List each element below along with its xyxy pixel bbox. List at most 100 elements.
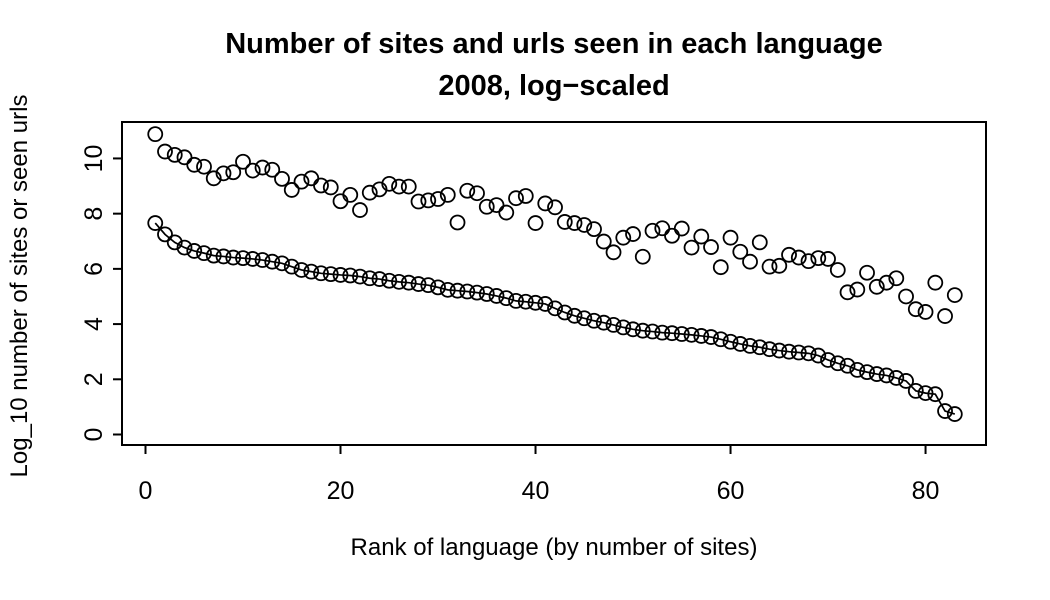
data-point-sites — [459, 283, 476, 300]
data-point-sites — [898, 373, 914, 389]
data-point-urls-seen — [381, 175, 398, 192]
data-point-urls-seen — [722, 229, 739, 246]
data-point-sites — [712, 331, 729, 348]
series-line-sites — [154, 222, 956, 415]
data-point-sites — [303, 263, 320, 280]
data-point-urls-seen — [566, 215, 583, 231]
data-point-urls-seen — [313, 177, 329, 194]
data-point-sites — [283, 258, 300, 275]
data-point-urls-seen — [361, 184, 378, 201]
data-point-urls-seen — [654, 220, 671, 237]
data-point-urls-seen — [215, 165, 232, 182]
data-point-sites — [781, 343, 797, 360]
data-point-urls-seen — [839, 284, 856, 301]
y-tick-label: 4 — [80, 317, 108, 331]
data-point-sites — [556, 304, 573, 321]
data-point-sites — [400, 274, 417, 291]
data-point-sites — [693, 328, 710, 344]
data-point-sites — [147, 215, 164, 231]
data-point-sites — [751, 339, 768, 356]
data-point-sites — [595, 314, 612, 331]
data-point-sites — [771, 342, 788, 359]
data-point-urls-seen — [781, 246, 797, 263]
y-tick-label: 2 — [80, 372, 108, 386]
data-point-urls-seen — [878, 274, 895, 291]
data-point-urls-seen — [303, 170, 320, 187]
data-point-urls-seen — [800, 253, 817, 270]
data-point-sites — [322, 266, 339, 283]
data-point-urls-seen — [410, 193, 427, 210]
data-point-urls-seen — [157, 143, 173, 160]
data-point-sites — [917, 385, 934, 401]
data-point-urls-seen — [859, 264, 875, 281]
data-point-sites — [235, 250, 251, 267]
data-point-urls-seen — [742, 253, 758, 270]
chart-title-line1: Number of sites and urls seen in each la… — [225, 28, 883, 60]
data-point-urls-seen — [790, 249, 807, 266]
data-point-urls-seen — [605, 244, 622, 261]
data-point-sites — [654, 324, 671, 341]
data-point-sites — [215, 248, 232, 265]
data-point-sites — [157, 226, 173, 243]
data-point-urls-seen — [293, 173, 310, 190]
data-point-urls-seen — [868, 278, 885, 295]
data-point-sites — [274, 255, 290, 272]
data-point-sites — [829, 355, 846, 372]
data-point-urls-seen — [634, 248, 651, 265]
data-point-urls-seen — [615, 229, 632, 246]
x-tick-label: 40 — [522, 477, 550, 505]
data-point-sites — [420, 277, 437, 294]
data-point-urls-seen — [488, 197, 505, 213]
data-point-sites — [664, 325, 680, 342]
data-point-urls-seen — [196, 158, 212, 175]
data-point-sites — [537, 296, 554, 312]
data-point-urls-seen — [664, 227, 680, 244]
data-point-sites — [371, 271, 388, 287]
data-point-urls-seen — [556, 214, 573, 230]
data-point-sites — [576, 310, 593, 327]
data-point-urls-seen — [322, 179, 339, 196]
data-point-urls-seen — [595, 233, 612, 250]
data-point-urls-seen — [537, 195, 554, 212]
data-point-urls-seen — [576, 217, 593, 233]
data-point-urls-seen — [927, 274, 944, 291]
data-point-sites — [683, 326, 700, 343]
data-point-sites — [244, 251, 261, 267]
data-point-sites — [907, 382, 924, 399]
data-point-sites — [849, 362, 866, 378]
data-point-sites — [439, 281, 456, 298]
data-point-sites — [703, 329, 719, 345]
data-point-sites — [391, 273, 407, 290]
data-point-sites — [166, 234, 183, 251]
data-point-sites — [410, 276, 427, 292]
data-point-sites — [839, 357, 856, 374]
data-point-urls-seen — [907, 301, 924, 318]
data-point-urls-seen — [439, 186, 456, 203]
data-point-sites — [878, 367, 895, 384]
data-point-urls-seen — [469, 185, 485, 202]
data-point-urls-seen — [820, 251, 836, 267]
data-point-urls-seen — [283, 182, 300, 198]
data-point-sites — [254, 252, 271, 268]
data-point-urls-seen — [946, 287, 963, 303]
data-point-urls-seen — [849, 281, 866, 298]
data-point-sites — [868, 366, 885, 382]
data-point-sites — [800, 345, 817, 362]
data-point-sites — [547, 300, 563, 317]
data-point-urls-seen — [225, 164, 242, 181]
data-point-urls-seen — [459, 182, 476, 199]
data-point-urls-seen — [898, 288, 914, 305]
data-point-urls-seen — [810, 250, 827, 267]
data-point-urls-seen — [771, 257, 788, 274]
data-point-sites — [517, 293, 534, 310]
data-point-sites — [352, 268, 368, 285]
data-point-sites — [820, 352, 836, 368]
data-point-urls-seen — [166, 146, 183, 163]
data-point-urls-seen — [888, 270, 905, 287]
data-point-sites — [673, 326, 690, 342]
data-point-urls-seen — [703, 239, 719, 255]
data-point-urls-seen — [342, 186, 359, 203]
data-point-sites — [332, 267, 349, 283]
data-point-sites — [625, 321, 641, 338]
